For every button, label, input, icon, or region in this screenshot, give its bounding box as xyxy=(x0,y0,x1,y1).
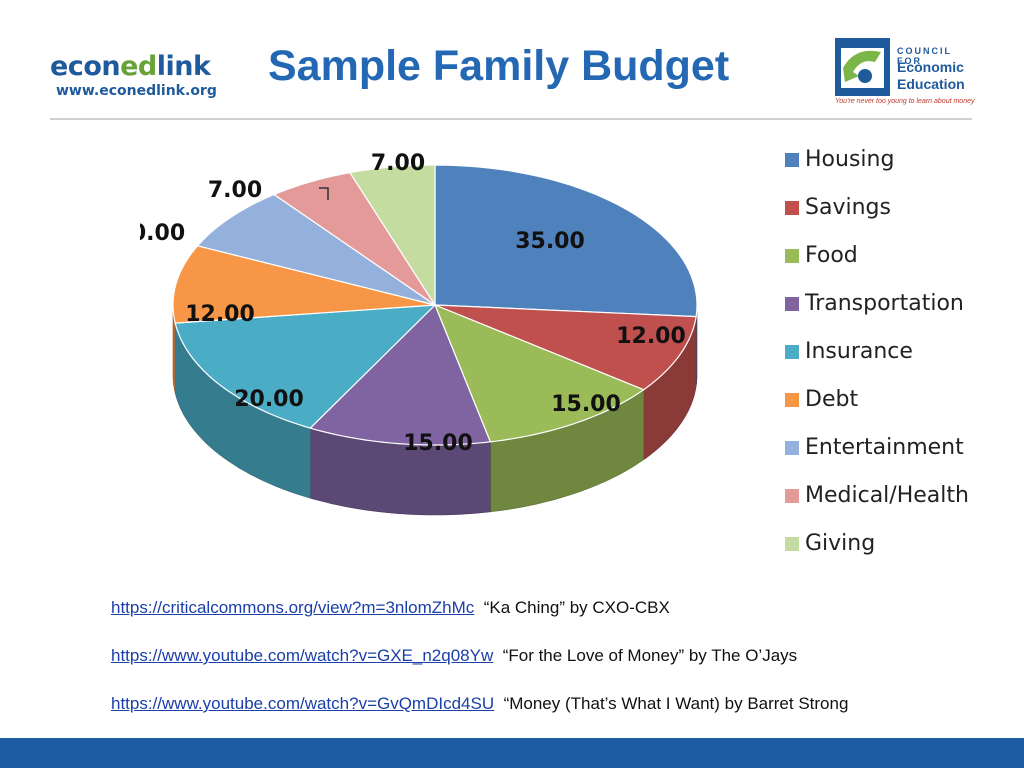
logo-link-text: link xyxy=(156,51,211,82)
legend-swatch xyxy=(785,249,799,263)
header-divider xyxy=(50,118,972,120)
pie-data-label-housing: 35.00 xyxy=(515,229,585,254)
legend-label-entertainment: Entertainment xyxy=(805,435,964,460)
pie-data-label-insurance: 20.00 xyxy=(234,387,304,412)
legend-label-insurance: Insurance xyxy=(805,339,913,364)
cee-education-text: Education xyxy=(897,76,965,92)
link-url[interactable]: https://www.youtube.com/watch?v=GvQmDIcd… xyxy=(111,694,495,713)
pie-data-label-savings: 12.00 xyxy=(616,324,686,349)
pie-slice-food xyxy=(433,303,645,443)
logo-ed-text: ed xyxy=(120,51,157,82)
footer-bar xyxy=(0,738,1024,768)
pie-data-label-medical-health: 7.00 xyxy=(208,178,262,203)
chart-legend: Housing Savings Food Transportation Insuranc… xyxy=(785,147,969,556)
cee-economic-text: Economic xyxy=(897,59,964,75)
econedlink-logo: econedlink www.econedlink.org xyxy=(50,52,217,100)
econedlink-wordmark: econedlink xyxy=(50,52,217,82)
legend-swatch xyxy=(785,393,799,407)
pie-slice-giving xyxy=(348,164,436,308)
legend-label-savings: Savings xyxy=(805,195,891,220)
pie-slice-transportation xyxy=(309,303,492,446)
legend-label-housing: Housing xyxy=(805,147,894,172)
page-title: Sample Family Budget xyxy=(268,42,730,90)
pie-slice-entertainment xyxy=(196,193,436,306)
legend-label-debt: Debt xyxy=(805,387,858,412)
link-row: https://www.youtube.com/watch?v=GXE_n2q0… xyxy=(111,646,848,694)
pie-data-label-debt: 12.00 xyxy=(185,302,255,327)
legend-swatch xyxy=(785,489,799,503)
pie-top-group xyxy=(172,164,698,446)
pie-data-labels: 35.00 12.00 15.00 15.00 20.00 12.00 0.00 7.00 7.… xyxy=(140,151,686,456)
pie-slice-debt xyxy=(172,245,436,324)
legend-swatch xyxy=(785,297,799,311)
pie-side-group xyxy=(172,305,698,516)
logo-econ-text: econ xyxy=(50,51,121,82)
legend-label-transportation: Transportation xyxy=(804,291,964,316)
link-description: “For the Love of Money” by The O’Jays xyxy=(502,646,798,665)
pie-slice-insurance xyxy=(174,304,437,429)
council-economic-education-logo: COUNCIL FOR Economic Education You're ne… xyxy=(835,38,980,108)
budget-pie-chart: 35.00 12.00 15.00 15.00 20.00 12.00 0.00 7.00 7.… xyxy=(140,147,969,556)
pie-data-label-giving: 7.00 xyxy=(371,151,425,176)
pie-data-label-transportation: 15.00 xyxy=(403,431,473,456)
link-description: “Ka Ching” by CXO-CBX xyxy=(483,598,670,617)
link-url[interactable]: https://www.youtube.com/watch?v=GXE_n2q0… xyxy=(111,646,494,665)
legend-swatch xyxy=(785,441,799,455)
legend-label-food: Food xyxy=(805,243,858,268)
econedlink-url: www.econedlink.org xyxy=(56,83,217,99)
leader-line xyxy=(319,187,329,200)
pie-slice-medical-health xyxy=(272,171,436,306)
link-row: https://www.youtube.com/watch?v=GvQmDIcd… xyxy=(111,694,848,742)
link-url[interactable]: https://criticalcommons.org/view?m=3nlom… xyxy=(111,598,475,617)
legend-swatch xyxy=(785,345,799,359)
link-description: “Money (That’s What I Want) by Barret St… xyxy=(503,694,849,713)
cee-tagline: You're never too young to learn about mo… xyxy=(835,98,975,105)
legend-label-medical-health: Medical/Health xyxy=(805,483,969,508)
cee-emblem-icon xyxy=(835,38,890,96)
link-row: https://criticalcommons.org/view?m=3nlom… xyxy=(111,598,848,646)
reference-links: https://criticalcommons.org/view?m=3nlom… xyxy=(111,598,848,742)
pie-slice-housing xyxy=(434,164,698,318)
legend-swatch xyxy=(785,201,799,215)
legend-swatch xyxy=(785,537,799,551)
legend-label-giving: Giving xyxy=(805,531,875,556)
pie-data-label-entertainment: 0.00 xyxy=(140,221,185,246)
pie-data-label-food: 15.00 xyxy=(551,392,621,417)
pie-slice-savings xyxy=(434,304,697,391)
legend-swatch xyxy=(785,153,799,167)
cee-council-text: COUNCIL FOR xyxy=(897,46,952,66)
